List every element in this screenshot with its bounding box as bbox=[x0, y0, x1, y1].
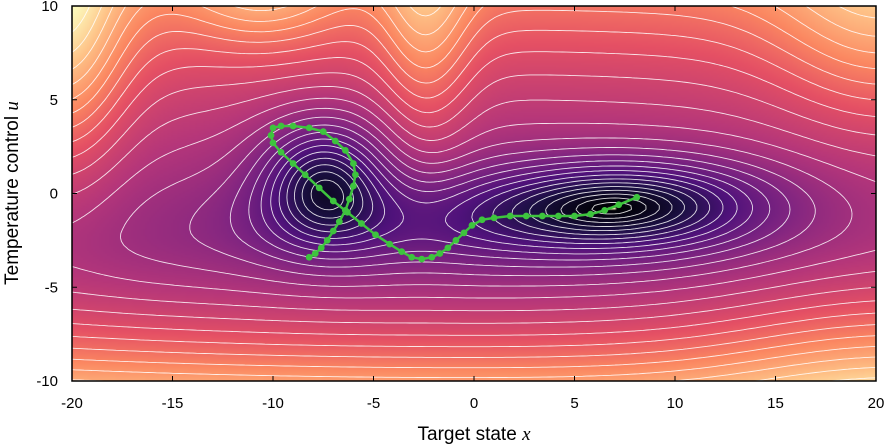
trajectory-point bbox=[398, 248, 406, 256]
contour-line bbox=[72, 29, 876, 348]
heatmap bbox=[72, 6, 876, 381]
y-tick-label: -10 bbox=[36, 373, 58, 390]
contour-line bbox=[248, 131, 771, 261]
trajectory-point bbox=[408, 253, 416, 261]
x-tick-label: -15 bbox=[162, 395, 184, 412]
x-tick-label: 10 bbox=[667, 395, 684, 412]
contour-line bbox=[72, 72, 876, 324]
trajectory bbox=[267, 122, 641, 263]
contour-line bbox=[72, 6, 876, 369]
trajectory-point bbox=[350, 160, 357, 167]
y-axis: -10 -5 0 5 10 bbox=[36, 0, 876, 390]
y-tick-label: 5 bbox=[50, 92, 58, 109]
x-tick-label: 20 bbox=[868, 395, 885, 412]
trajectory-point bbox=[269, 139, 277, 147]
trajectory-point bbox=[460, 229, 468, 237]
trajectory-point bbox=[352, 171, 359, 179]
trajectory-point bbox=[343, 208, 351, 216]
x-tick-label: 0 bbox=[470, 395, 478, 412]
x-axis-title: Target state x bbox=[418, 424, 532, 444]
x-tick-label: -5 bbox=[367, 395, 380, 412]
x-tick-label: -20 bbox=[61, 395, 83, 412]
contour-line bbox=[270, 145, 738, 249]
trajectory-point bbox=[305, 253, 313, 261]
trajectory-point bbox=[538, 212, 546, 220]
contour-line bbox=[229, 124, 791, 268]
trajectory-point bbox=[317, 244, 325, 252]
trajectory-point bbox=[335, 218, 343, 226]
trajectory-point bbox=[452, 236, 460, 244]
contour-line bbox=[72, 9, 876, 358]
contour-line bbox=[260, 138, 753, 255]
trajectory-point bbox=[506, 212, 514, 220]
contour-line bbox=[278, 151, 724, 245]
trajectory-point bbox=[418, 255, 426, 263]
contour-line bbox=[310, 179, 673, 227]
trajectory-point bbox=[345, 195, 353, 203]
x-tick-label: 15 bbox=[767, 395, 784, 412]
trajectory-point bbox=[386, 240, 393, 248]
x-tick-label: 5 bbox=[570, 395, 578, 412]
trajectory-point bbox=[571, 212, 578, 220]
trajectory-point bbox=[319, 128, 327, 136]
contour-line bbox=[293, 164, 698, 236]
y-tick-label: 10 bbox=[41, 0, 58, 15]
trajectory-point bbox=[329, 227, 337, 235]
trajectory-point bbox=[289, 122, 297, 130]
contour-line bbox=[119, 107, 853, 287]
trajectory-point bbox=[490, 214, 498, 222]
trajectory-point bbox=[267, 131, 275, 139]
y-axis-variable: u bbox=[2, 101, 23, 111]
trajectory-point bbox=[358, 220, 365, 227]
x-axis: -20 -15 -10 -5 0 5 10 15 20 bbox=[61, 6, 884, 412]
y-axis-title: Temperature control u bbox=[2, 101, 23, 285]
trajectory-point bbox=[315, 184, 323, 192]
x-axis-variable: x bbox=[521, 424, 531, 444]
trajectory-point bbox=[331, 137, 339, 145]
trajectory-point bbox=[269, 124, 277, 132]
trajectory-point bbox=[341, 146, 349, 154]
trajectory-point bbox=[323, 236, 331, 244]
trajectory-point bbox=[468, 221, 476, 229]
y-tick-label: 0 bbox=[50, 186, 58, 203]
trajectory-point bbox=[436, 250, 444, 257]
trajectory-point bbox=[277, 122, 285, 130]
trajectory-point bbox=[277, 148, 285, 156]
contour-line bbox=[72, 6, 876, 381]
contour-line bbox=[72, 6, 876, 379]
trajectory-point bbox=[329, 197, 337, 205]
contour-lines bbox=[72, 6, 876, 381]
contour-line bbox=[189, 116, 816, 277]
trajectory-point bbox=[372, 231, 379, 239]
trajectory-point bbox=[289, 160, 297, 167]
plot-area bbox=[72, 6, 876, 381]
x-tick-label: -10 bbox=[262, 395, 284, 412]
contour-line bbox=[72, 6, 876, 381]
trajectory-point bbox=[305, 124, 313, 132]
trajectory-point bbox=[311, 250, 319, 257]
x-axis-label: Target state bbox=[418, 424, 517, 444]
contour-line bbox=[72, 85, 876, 312]
trajectory-point bbox=[478, 216, 486, 224]
contour-line bbox=[72, 6, 91, 33]
trajectory-point bbox=[615, 201, 623, 209]
trajectory-point bbox=[555, 212, 562, 220]
trajectory-point bbox=[522, 212, 530, 220]
trajectory-point bbox=[301, 171, 309, 179]
trajectory-point bbox=[350, 182, 357, 190]
y-axis-label: Temperature control bbox=[2, 116, 23, 285]
contour-line bbox=[72, 51, 876, 336]
trajectory-point bbox=[428, 253, 436, 261]
y-tick-label: -5 bbox=[45, 279, 58, 296]
trajectory-point bbox=[601, 206, 609, 214]
trajectory-point bbox=[633, 193, 641, 201]
contour-line bbox=[72, 97, 876, 299]
trajectory-point bbox=[444, 244, 452, 252]
trajectory-point bbox=[587, 210, 594, 218]
